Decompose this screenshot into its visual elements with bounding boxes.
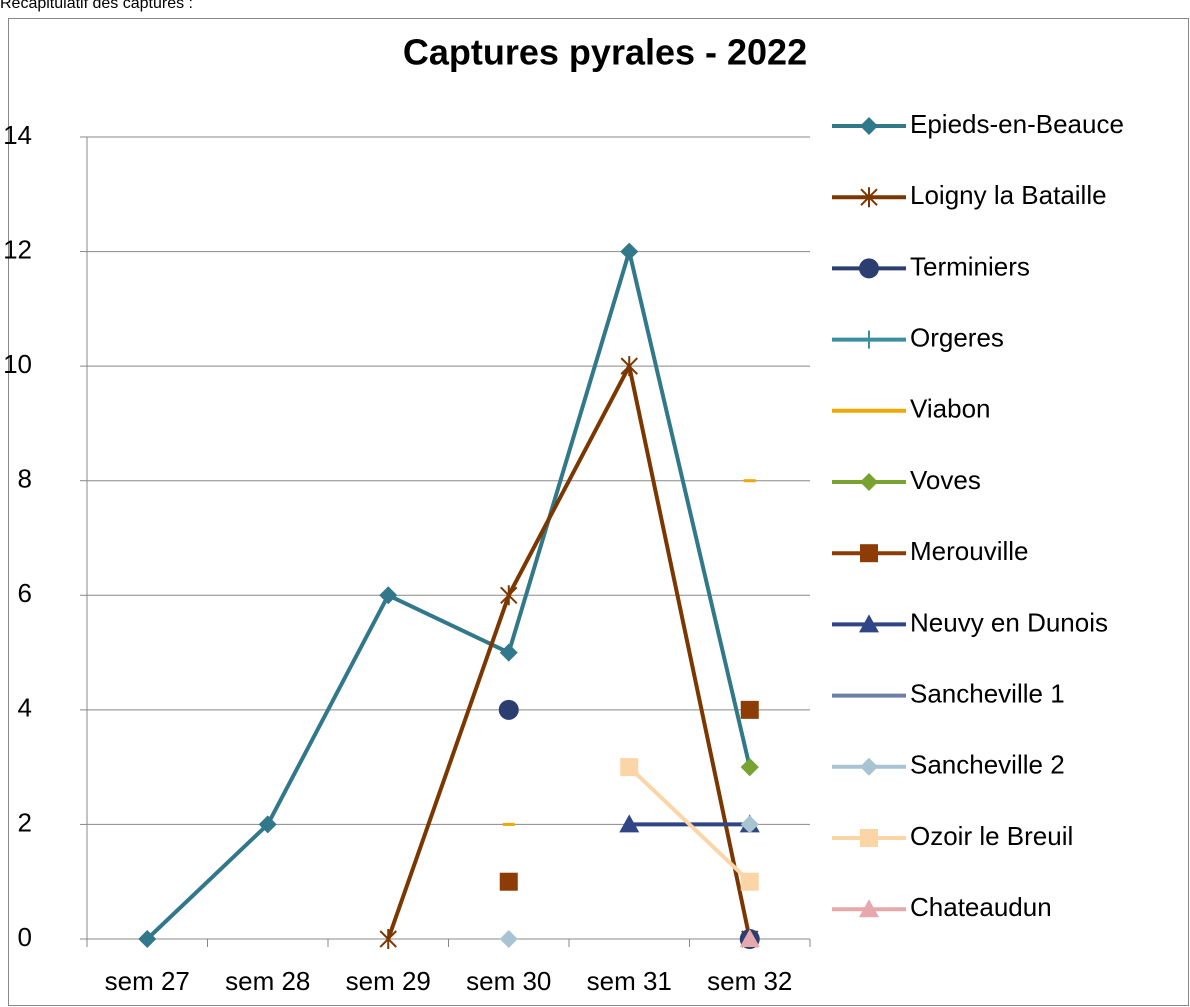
marker-shape [379, 929, 397, 949]
marker [379, 586, 398, 605]
marker-shape [499, 930, 518, 948]
marker-shape [620, 242, 639, 261]
caption: Récapitulatif des captures : [0, 0, 193, 12]
x-tick-label: sem 32 [707, 966, 792, 996]
x-tick-label: sem 30 [466, 966, 551, 996]
legend-label: Loigny la Bataille [910, 180, 1107, 210]
marker [620, 356, 638, 377]
marker-shape [740, 815, 759, 834]
marker-shape [138, 930, 157, 948]
marker-shape [620, 356, 638, 377]
y-tick-label: 12 [3, 234, 32, 264]
marker [258, 815, 277, 834]
y-tick-label: 10 [3, 349, 32, 379]
marker [379, 929, 397, 949]
legend-label: Viabon [910, 394, 991, 424]
legend-label: Ozoir le Breuil [910, 821, 1073, 851]
marker [859, 899, 879, 918]
legend-label: Neuvy en Dunois [910, 607, 1108, 637]
legend-label: Epieds-en-Beauce [910, 109, 1124, 139]
marker-shape [860, 117, 878, 135]
legend-label: Merouville [910, 536, 1029, 566]
legend-label: Sancheville 1 [910, 678, 1065, 708]
marker [740, 700, 759, 719]
marker [860, 117, 878, 135]
marker [138, 930, 157, 948]
legend-label: Terminiers [910, 251, 1030, 281]
marker-shape [740, 872, 759, 891]
x-tick-label: sem 29 [346, 966, 431, 996]
marker [859, 614, 879, 633]
marker [860, 757, 878, 776]
y-tick-label: 0 [18, 922, 32, 952]
marker [498, 699, 519, 720]
marker-shape [498, 699, 519, 720]
marker-shape [860, 473, 878, 491]
y-tick-label: 4 [18, 693, 32, 723]
x-tick-label: sem 28 [225, 966, 310, 996]
marker-shape [499, 872, 518, 891]
marker-shape [860, 544, 878, 563]
marker-shape [860, 829, 878, 847]
marker [620, 242, 639, 261]
series-line [145, 249, 752, 941]
marker-shape [619, 814, 640, 833]
marker [860, 544, 878, 563]
y-tick-label: 8 [18, 464, 32, 494]
y-tick-label: 14 [3, 120, 32, 150]
marker [500, 585, 518, 606]
y-tick-label: 6 [18, 578, 32, 608]
series-line [386, 364, 752, 940]
marker-shape [379, 586, 398, 605]
marker [740, 815, 759, 834]
marker-shape [859, 899, 879, 918]
legend-label: Orgeres [910, 322, 1004, 352]
x-tick-label: sem 27 [105, 966, 190, 996]
marker-shape [860, 187, 878, 208]
marker [739, 929, 760, 947]
marker [499, 930, 518, 948]
marker [860, 187, 878, 208]
series-line [627, 765, 752, 884]
marker [860, 330, 878, 349]
marker [860, 829, 878, 847]
legend-label: Chateaudun [910, 892, 1052, 922]
x-tick-label: sem 31 [587, 966, 672, 996]
legend-label: Voves [910, 465, 981, 495]
marker [860, 473, 878, 491]
marker [620, 758, 639, 777]
chart-title: Captures pyrales - 2022 [403, 32, 807, 73]
marker [619, 814, 640, 833]
marker-shape [620, 758, 639, 777]
marker [740, 758, 759, 777]
marker-shape [740, 758, 759, 777]
y-tick-label: 2 [18, 807, 32, 837]
chart-frame [8, 18, 1189, 1006]
marker-shape [258, 815, 277, 834]
marker [740, 872, 759, 891]
marker-shape [500, 585, 518, 606]
marker-shape [739, 929, 760, 947]
marker-shape [499, 643, 518, 662]
marker-shape [740, 700, 759, 719]
marker-shape [859, 258, 879, 279]
marker-shape [860, 330, 878, 349]
marker-shape [860, 757, 878, 776]
marker [499, 872, 518, 891]
marker [499, 643, 518, 662]
marker-shape [859, 614, 879, 633]
marker [859, 258, 879, 279]
legend-label: Sancheville 2 [910, 750, 1065, 780]
